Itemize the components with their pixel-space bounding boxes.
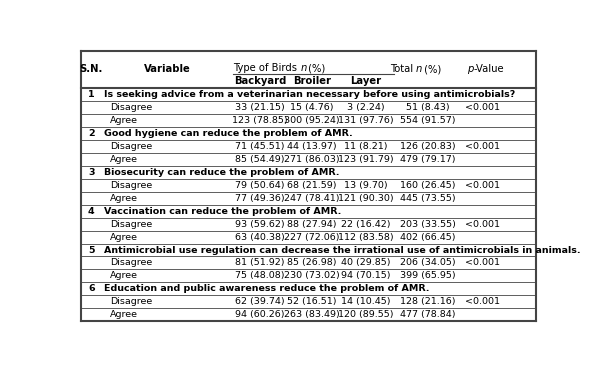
Text: Total: Total (390, 64, 416, 74)
Text: 3: 3 (88, 168, 95, 177)
Text: Disagree: Disagree (110, 297, 152, 307)
Text: 40 (29.85): 40 (29.85) (341, 258, 391, 268)
Text: Variable: Variable (144, 64, 191, 74)
Text: Agree: Agree (110, 193, 139, 203)
Text: 227 (72.06): 227 (72.06) (284, 233, 340, 242)
Text: 123 (78.85): 123 (78.85) (232, 116, 287, 124)
Text: (%): (%) (421, 64, 442, 74)
Text: 128 (21.16): 128 (21.16) (400, 297, 455, 307)
Text: 399 (65.95): 399 (65.95) (400, 272, 455, 280)
Text: <0.001: <0.001 (465, 142, 500, 150)
Text: Disagree: Disagree (110, 258, 152, 268)
Text: 206 (34.05): 206 (34.05) (400, 258, 455, 268)
Text: 126 (20.83): 126 (20.83) (400, 142, 455, 150)
Text: 93 (59.62): 93 (59.62) (235, 219, 284, 228)
Text: 11 (8.21): 11 (8.21) (344, 142, 388, 150)
Text: 2: 2 (88, 128, 95, 138)
Text: Type of Birds: Type of Birds (233, 64, 300, 73)
Text: 79 (50.64): 79 (50.64) (235, 181, 284, 189)
Text: Vaccination can reduce the problem of AMR.: Vaccination can reduce the problem of AM… (104, 207, 341, 215)
Text: 71 (45.51): 71 (45.51) (235, 142, 284, 150)
Text: Agree: Agree (110, 311, 139, 319)
Text: Broiler: Broiler (293, 76, 331, 86)
Text: p: p (467, 64, 473, 74)
Text: Good hygiene can reduce the problem of AMR.: Good hygiene can reduce the problem of A… (104, 128, 353, 138)
Text: 160 (26.45): 160 (26.45) (400, 181, 455, 189)
Text: Layer: Layer (350, 76, 381, 86)
Text: 263 (83.49): 263 (83.49) (284, 311, 340, 319)
Text: <0.001: <0.001 (465, 258, 500, 268)
Text: Disagree: Disagree (110, 181, 152, 189)
Text: <0.001: <0.001 (465, 219, 500, 228)
Text: Disagree: Disagree (110, 142, 152, 150)
Text: 81 (51.92): 81 (51.92) (235, 258, 284, 268)
Text: Backyard: Backyard (233, 76, 286, 86)
Text: 402 (66.45): 402 (66.45) (400, 233, 455, 242)
Text: 68 (21.59): 68 (21.59) (287, 181, 337, 189)
Text: 85 (54.49): 85 (54.49) (235, 154, 284, 164)
Text: 230 (73.02): 230 (73.02) (284, 272, 340, 280)
Text: 300 (95.24): 300 (95.24) (284, 116, 340, 124)
Text: 247 (78.41): 247 (78.41) (284, 193, 340, 203)
Text: <0.001: <0.001 (465, 297, 500, 307)
Text: 14 (10.45): 14 (10.45) (341, 297, 391, 307)
Text: 15 (4.76): 15 (4.76) (290, 103, 334, 112)
Text: (%): (%) (305, 64, 325, 73)
Text: 121 (90.30): 121 (90.30) (338, 193, 394, 203)
Text: Antimicrobial use regulation can decrease the irrational use of antimicrobials i: Antimicrobial use regulation can decreas… (104, 246, 580, 254)
Text: 88 (27.94): 88 (27.94) (287, 219, 337, 228)
Text: 94 (60.26): 94 (60.26) (235, 311, 284, 319)
Text: 131 (97.76): 131 (97.76) (338, 116, 394, 124)
Text: 1: 1 (88, 89, 95, 99)
Text: 75 (48.08): 75 (48.08) (235, 272, 284, 280)
Text: 62 (39.74): 62 (39.74) (235, 297, 284, 307)
Text: 51 (8.43): 51 (8.43) (406, 103, 449, 112)
Text: 445 (73.55): 445 (73.55) (400, 193, 455, 203)
Text: 123 (91.79): 123 (91.79) (338, 154, 394, 164)
Text: Agree: Agree (110, 116, 139, 124)
Text: Is seeking advice from a veterinarian necessary before using antimicrobials?: Is seeking advice from a veterinarian ne… (104, 89, 515, 99)
Text: Education and public awareness reduce the problem of AMR.: Education and public awareness reduce th… (104, 284, 430, 293)
Text: 63 (40.38): 63 (40.38) (235, 233, 285, 242)
Text: 94 (70.15): 94 (70.15) (341, 272, 391, 280)
Text: Disagree: Disagree (110, 219, 152, 228)
Text: Agree: Agree (110, 272, 139, 280)
Text: -Value: -Value (473, 64, 503, 74)
Text: 3 (2.24): 3 (2.24) (347, 103, 385, 112)
Text: <0.001: <0.001 (465, 181, 500, 189)
Text: 479 (79.17): 479 (79.17) (400, 154, 455, 164)
Text: 52 (16.51): 52 (16.51) (287, 297, 337, 307)
Text: 6: 6 (88, 284, 95, 293)
Text: 4: 4 (88, 207, 95, 215)
Text: 33 (21.15): 33 (21.15) (235, 103, 285, 112)
Text: 22 (16.42): 22 (16.42) (341, 219, 391, 228)
Text: 5: 5 (88, 246, 95, 254)
Text: n: n (300, 64, 307, 73)
Text: 77 (49.36): 77 (49.36) (235, 193, 284, 203)
Text: Agree: Agree (110, 154, 139, 164)
Text: 13 (9.70): 13 (9.70) (344, 181, 388, 189)
Text: Disagree: Disagree (110, 103, 152, 112)
Text: 85 (26.98): 85 (26.98) (287, 258, 337, 268)
Text: 120 (89.55): 120 (89.55) (338, 311, 394, 319)
Text: <0.001: <0.001 (465, 103, 500, 112)
Text: S.N.: S.N. (80, 64, 103, 74)
Text: n: n (416, 64, 422, 74)
Text: Agree: Agree (110, 233, 139, 242)
Text: 271 (86.03): 271 (86.03) (284, 154, 340, 164)
Text: 44 (13.97): 44 (13.97) (287, 142, 337, 150)
Text: 112 (83.58): 112 (83.58) (338, 233, 394, 242)
Text: 554 (91.57): 554 (91.57) (400, 116, 455, 124)
Text: 203 (33.55): 203 (33.55) (400, 219, 455, 228)
Text: 477 (78.84): 477 (78.84) (400, 311, 455, 319)
Text: Biosecurity can reduce the problem of AMR.: Biosecurity can reduce the problem of AM… (104, 168, 340, 177)
